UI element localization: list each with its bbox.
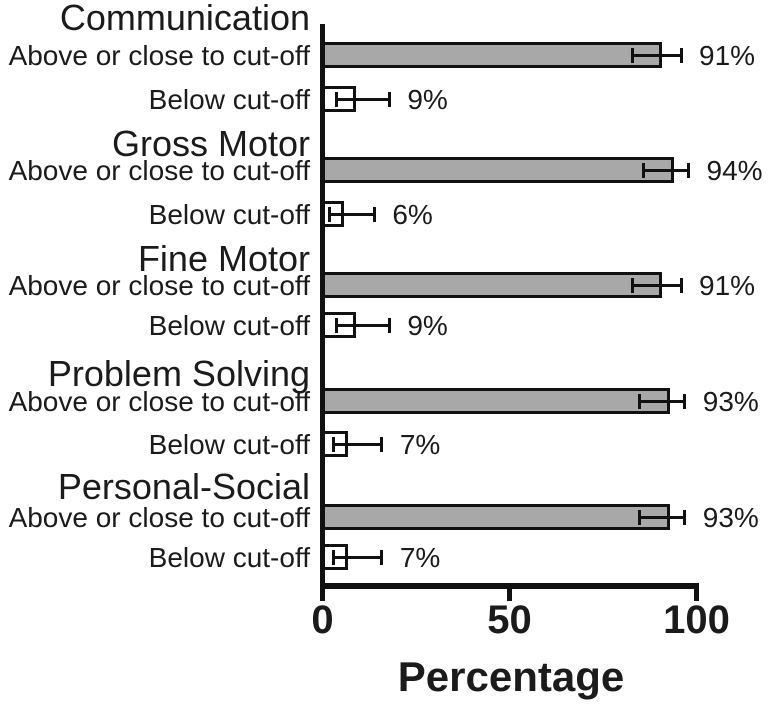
bar-value-label: 7% — [399, 429, 441, 460]
bar-value-label: 91% — [699, 270, 756, 301]
error-bar-line — [639, 399, 685, 403]
bar-category-label: Below cut-off — [148, 542, 310, 573]
error-bar-cap — [335, 317, 339, 333]
group-header: Communication — [59, 0, 310, 38]
group-header: Problem Solving — [47, 353, 310, 394]
group-header: Gross Motor — [111, 123, 310, 164]
error-bar-line — [336, 97, 390, 101]
bar-category-label: Above or close to cut-off — [8, 40, 310, 71]
error-bar-cap — [683, 393, 687, 409]
bar-value-label: 6% — [392, 199, 433, 230]
bar-category-label: Above or close to cut-off — [8, 270, 310, 301]
x-axis-tick-label: 0 — [311, 598, 334, 642]
bar-above — [322, 42, 662, 68]
error-bar-line — [333, 442, 382, 446]
error-bar-cap — [638, 393, 642, 409]
error-bar-cap — [331, 549, 335, 565]
error-bar-line — [632, 283, 682, 287]
error-bar-line — [643, 168, 689, 172]
error-bar-line — [333, 555, 382, 559]
bar-value-label: 93% — [702, 502, 759, 533]
bar-value-label: 9% — [407, 310, 448, 341]
error-bar-cap — [387, 317, 391, 333]
bar-category-label: Above or close to cut-off — [8, 386, 310, 417]
bar-value-label: 7% — [399, 542, 441, 573]
bar-above — [322, 157, 674, 183]
error-bar-cap — [380, 549, 384, 565]
x-axis-tick-label: 100 — [663, 598, 730, 642]
group-header: Personal-Social — [57, 466, 310, 507]
bar-category-label: Below cut-off — [148, 199, 310, 230]
error-bar-cap — [331, 436, 335, 452]
error-bar-line — [329, 212, 375, 216]
bar-value-label: 9% — [407, 84, 448, 115]
error-bar-line — [336, 323, 390, 327]
bar-above — [322, 388, 670, 414]
error-bar-cap — [687, 162, 691, 178]
bar-category-label: Below cut-off — [148, 84, 310, 115]
x-axis-tick — [320, 583, 325, 601]
group-header: Fine Motor — [137, 238, 310, 279]
error-bar-line — [632, 53, 682, 57]
x-axis-title: Percentage — [397, 653, 625, 700]
bar-category-label: Below cut-off — [148, 429, 310, 460]
bar-above — [322, 504, 670, 530]
error-bar-cap — [372, 206, 376, 222]
bar-category-label: Above or close to cut-off — [8, 502, 310, 533]
x-axis-tick — [507, 583, 512, 601]
bar-value-label: 93% — [702, 386, 759, 417]
error-bar-cap — [630, 47, 634, 63]
error-bar-cap — [630, 277, 634, 293]
bar-category-label: Above or close to cut-off — [8, 155, 310, 186]
error-bar-cap — [327, 206, 331, 222]
error-bar-cap — [679, 47, 683, 63]
bar-value-label: 91% — [699, 40, 756, 71]
error-bar-cap — [638, 509, 642, 525]
error-bar-cap — [380, 436, 384, 452]
y-axis-line — [320, 24, 325, 589]
x-axis-tick-label: 50 — [487, 598, 532, 642]
error-bar-cap — [679, 277, 683, 293]
error-bar-cap — [335, 91, 339, 107]
error-bar-line — [639, 515, 685, 519]
error-bar-cap — [683, 509, 687, 525]
x-axis-tick — [694, 583, 699, 601]
bar-category-label: Below cut-off — [148, 310, 310, 341]
bar-value-label: 94% — [706, 155, 763, 186]
error-bar-cap — [387, 91, 391, 107]
error-bar-cap — [642, 162, 646, 178]
bar-above — [322, 272, 662, 298]
